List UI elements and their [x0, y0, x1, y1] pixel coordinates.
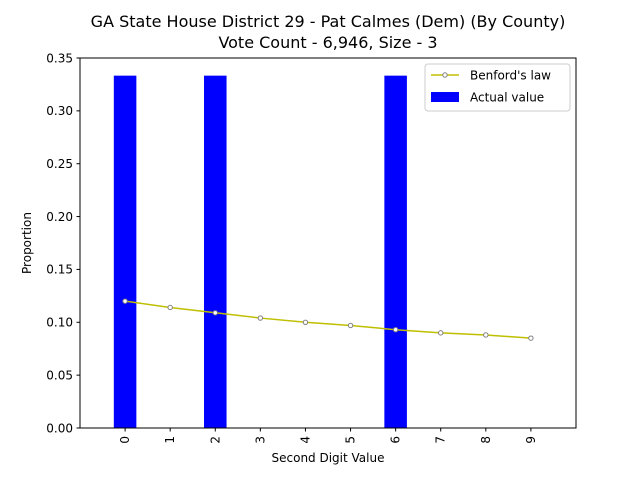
benford-point-6: [392, 326, 399, 333]
benford-point-0: [122, 298, 128, 304]
legend-marker-swatch: [442, 72, 448, 78]
y-axis-ticks: 0.00 0.05 0.10 0.15 0.20 0.25 0.30 0.35: [46, 51, 80, 435]
x-tick-label: 1: [163, 436, 177, 444]
x-axis-label: Second Digit Value: [272, 451, 385, 465]
legend: Benford's law Actual value: [424, 63, 571, 112]
x-tick-label: 3: [253, 436, 267, 444]
bar-digit-6: [384, 75, 407, 428]
benford-point-8: [483, 332, 489, 338]
y-tick-label: 0.10: [46, 316, 73, 330]
benford-point-5: [347, 322, 354, 329]
x-tick-label: 2: [208, 436, 222, 444]
x-axis-ticks: 0 1 2 3 4 5 6 7 8 9: [118, 428, 538, 444]
x-tick-label: 6: [389, 436, 403, 444]
benford-point-3: [257, 315, 264, 321]
y-tick-label: 0.20: [46, 210, 73, 224]
plot-frame: [79, 57, 577, 429]
legend-label-actual: Actual value: [470, 91, 544, 105]
x-tick-label: 9: [524, 436, 538, 444]
y-tick-label: 0.25: [46, 157, 73, 171]
benford-point-1: [167, 304, 173, 311]
y-tick-label: 0.35: [46, 51, 73, 65]
benford-point-7: [438, 330, 444, 336]
y-tick-label: 0.00: [46, 421, 73, 435]
bar-series: [113, 75, 407, 428]
legend-box: [424, 63, 571, 112]
y-axis-label: Proportion: [20, 212, 34, 274]
benford-line: [124, 300, 531, 339]
y-tick-label: 0.15: [46, 263, 73, 277]
bar-digit-2: [204, 75, 227, 428]
chart-title-line-1: GA State House District 29 - Pat Calmes …: [91, 12, 566, 31]
bar-digit-0: [113, 75, 137, 428]
legend-label-benford: Benford's law: [470, 69, 551, 83]
benford-point-4: [302, 319, 309, 325]
x-tick-label: 0: [118, 436, 132, 444]
x-tick-label: 7: [434, 436, 448, 444]
benford-point-9: [528, 335, 534, 341]
x-tick-label: 5: [344, 436, 358, 444]
line-series: [122, 298, 534, 341]
y-tick-label: 0.05: [46, 368, 73, 382]
benford-point-2: [212, 310, 218, 316]
chart-title-line-2: Vote Count - 6,946, Size - 3: [218, 33, 437, 52]
x-tick-label: 4: [298, 436, 312, 444]
y-tick-label: 0.30: [46, 104, 73, 118]
x-tick-label: 8: [479, 436, 493, 444]
legend-bar-swatch: [431, 92, 459, 102]
